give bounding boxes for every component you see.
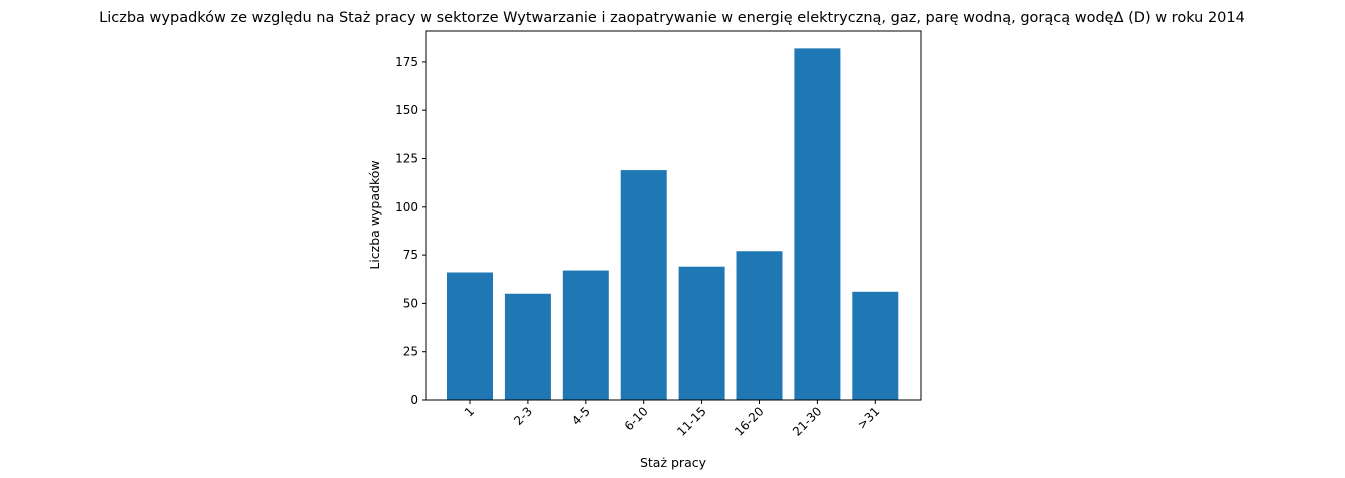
y-tick-label-1: 25 (403, 345, 418, 359)
bar-4 (678, 266, 725, 400)
y-axis: 0 25 50 75 100 125 150 175 (395, 55, 426, 407)
bar-5 (736, 251, 783, 400)
y-tick-label-7: 175 (395, 55, 418, 69)
bars-group (447, 48, 899, 400)
bar-6 (794, 48, 841, 400)
chart-title: Liczba wypadków ze względu na Staż pracy… (99, 10, 1245, 26)
y-tick-label-6: 150 (395, 103, 418, 117)
bar-7 (852, 291, 899, 400)
y-tick-label-2: 50 (403, 296, 418, 310)
x-tick-label-0: 1 (462, 404, 477, 419)
x-tick-label-3: 6-10 (622, 404, 651, 433)
x-axis-label: Staż pracy (640, 455, 707, 470)
y-tick-label-5: 125 (395, 152, 418, 166)
bar-0 (447, 272, 493, 400)
bar-1 (504, 293, 551, 400)
x-tick-label-7: >31 (855, 404, 883, 432)
x-tick-label-6: 21-30 (790, 404, 825, 439)
bar-2 (562, 270, 609, 400)
y-tick-label-0: 0 (410, 393, 418, 407)
bar-3 (620, 170, 667, 400)
y-axis-label: Liczba wypadków (367, 160, 382, 269)
y-tick-label-3: 75 (403, 248, 418, 262)
y-tick-label-4: 100 (395, 200, 418, 214)
x-tick-label-5: 16-20 (732, 404, 767, 439)
plot-frame (425, 30, 922, 401)
x-tick-label-2: 4-5 (569, 404, 593, 428)
x-axis: 1 2-3 4-5 6-10 11-15 16-20 21-30 >31 (462, 400, 883, 439)
x-tick-label-1: 2-3 (511, 404, 535, 428)
x-tick-label-4: 11-15 (674, 404, 709, 439)
